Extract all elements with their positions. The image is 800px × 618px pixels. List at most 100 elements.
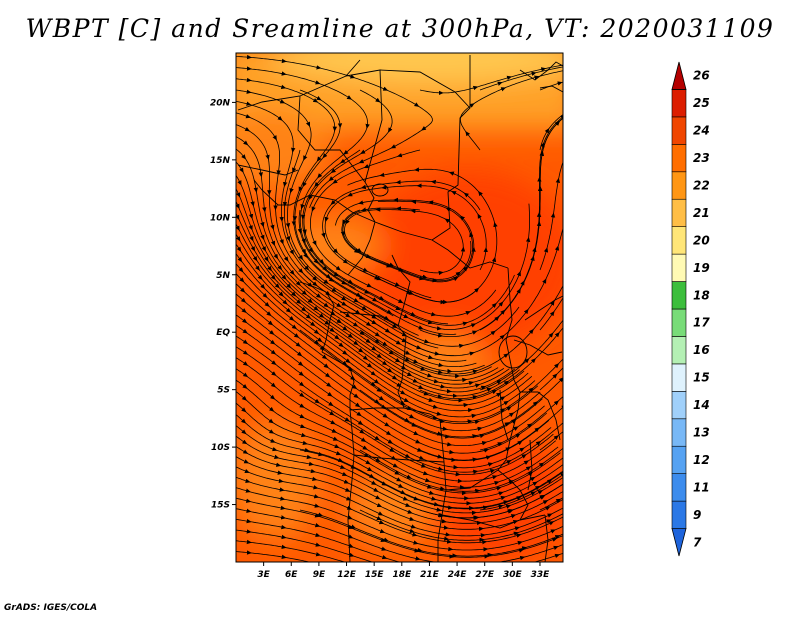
- streamline: [236, 497, 563, 558]
- border-line: [347, 409, 355, 562]
- streamline: [303, 89, 448, 325]
- streamline: [236, 148, 485, 372]
- colorbar-swatch: [671, 473, 687, 502]
- wbpt-patch-cool-east: [405, 330, 485, 390]
- country-borders: [237, 55, 563, 562]
- colorbar-label: 16: [693, 343, 710, 357]
- map-frame: [235, 52, 564, 563]
- streamline-arrow: [571, 283, 572, 285]
- lat-tick-label: 5S: [217, 386, 230, 396]
- streamline: [236, 391, 563, 499]
- streamline: [236, 314, 547, 454]
- streamline: [236, 253, 533, 412]
- colorbar-swatch: [671, 336, 687, 365]
- lat-tick-label: 15S: [211, 501, 230, 511]
- border-line: [345, 69, 471, 109]
- border-line: [441, 514, 546, 529]
- colorbar-swatch: [671, 391, 687, 420]
- lon-tick-label: 9E: [313, 570, 326, 580]
- streamline: [335, 199, 475, 283]
- lake-outline: [527, 439, 533, 491]
- colorbar-swatch: [671, 89, 687, 118]
- colorbar-swatch: [671, 281, 687, 310]
- border-line: [374, 221, 509, 269]
- streamline: [299, 509, 563, 557]
- colorbar-swatch: [671, 418, 687, 447]
- lon-tick-label: 6E: [285, 570, 298, 580]
- streamline: [236, 425, 563, 514]
- streamline-arrow: [417, 566, 419, 567]
- border-line: [445, 469, 499, 491]
- border-line: [339, 311, 407, 337]
- streamline: [236, 89, 419, 336]
- colorbar-label: 20: [693, 233, 710, 247]
- colorbar-label: 24: [693, 124, 710, 138]
- lat-tick-label: 20N: [210, 98, 231, 108]
- streamline: [236, 187, 505, 385]
- streamline: [419, 116, 563, 337]
- colorbar-label: 7: [693, 535, 702, 549]
- colorbar-label: 25: [693, 96, 710, 110]
- streamline: [236, 161, 492, 377]
- lake-outline: [371, 183, 389, 197]
- streamline: [236, 456, 563, 530]
- streamline: [459, 70, 563, 151]
- lon-tick-label: 30E: [503, 570, 523, 580]
- lat-tick-label: 10N: [210, 213, 231, 223]
- lake-outline: [498, 335, 528, 369]
- grads-credit: GrADS: IGES/COLA: [4, 603, 98, 613]
- colorbar-swatch: [671, 308, 687, 337]
- map-plot-area: [236, 53, 573, 567]
- streamline: [236, 368, 559, 488]
- streamline: [309, 149, 497, 317]
- streamline: [419, 64, 563, 94]
- streamline-arrow: [569, 271, 570, 273]
- border-line: [539, 85, 563, 93]
- border-line: [253, 179, 376, 223]
- longitude-axis: 3E 6E 9E 12E 15E 18E 21E 24E 27E 30E 33E: [257, 562, 550, 580]
- lat-tick-label: EQ: [216, 328, 230, 338]
- streamline: [284, 149, 520, 347]
- streamline: [236, 414, 563, 509]
- streamline-arrow: [569, 147, 570, 149]
- colorbar-swatch: [671, 144, 687, 173]
- wbpt-field-patches: [236, 53, 563, 560]
- colorbar-label: 11: [693, 480, 710, 494]
- colorbar-swatch: [671, 61, 687, 90]
- wbpt-patch-northwest: [236, 110, 330, 190]
- colorbar-swatch: [671, 528, 687, 557]
- map-title: WBPT [C] and Sreamline at 300hPa, VT: 20…: [25, 14, 775, 43]
- streamline: [344, 209, 472, 280]
- streamline-arrow: [562, 418, 563, 424]
- lon-tick-label: 15E: [365, 570, 385, 580]
- streamline-arrow: [522, 565, 524, 566]
- streamline: [236, 283, 541, 432]
- streamline: [236, 379, 561, 494]
- lat-tick-label: 5N: [216, 271, 230, 281]
- streamline: [236, 303, 545, 446]
- colorbar-label: 19: [693, 261, 710, 275]
- streamline: [236, 445, 563, 524]
- streamline: [236, 335, 552, 469]
- lon-tick-label: 24E: [448, 570, 468, 580]
- streamline: [294, 89, 457, 335]
- streamline: [539, 81, 563, 91]
- streamline: [236, 324, 550, 461]
- streamline: [539, 114, 563, 151]
- streamline-arrow: [571, 478, 573, 479]
- colorbar-swatch: [671, 253, 687, 282]
- colorbar-label: 23: [693, 151, 710, 165]
- lon-tick-label: 33E: [531, 570, 551, 580]
- colorbar-label: 26: [693, 69, 710, 83]
- streamline: [419, 406, 563, 461]
- streamline: [419, 483, 563, 519]
- wbpt-patch-warm-center: [360, 170, 563, 350]
- border-line: [321, 351, 355, 410]
- colorbar-swatch: [671, 116, 687, 145]
- border-line: [431, 55, 471, 241]
- colorbar-label: 14: [693, 398, 710, 412]
- streamline: [236, 100, 439, 349]
- lon-tick-label: 21E: [420, 570, 440, 580]
- streamline: [236, 78, 394, 317]
